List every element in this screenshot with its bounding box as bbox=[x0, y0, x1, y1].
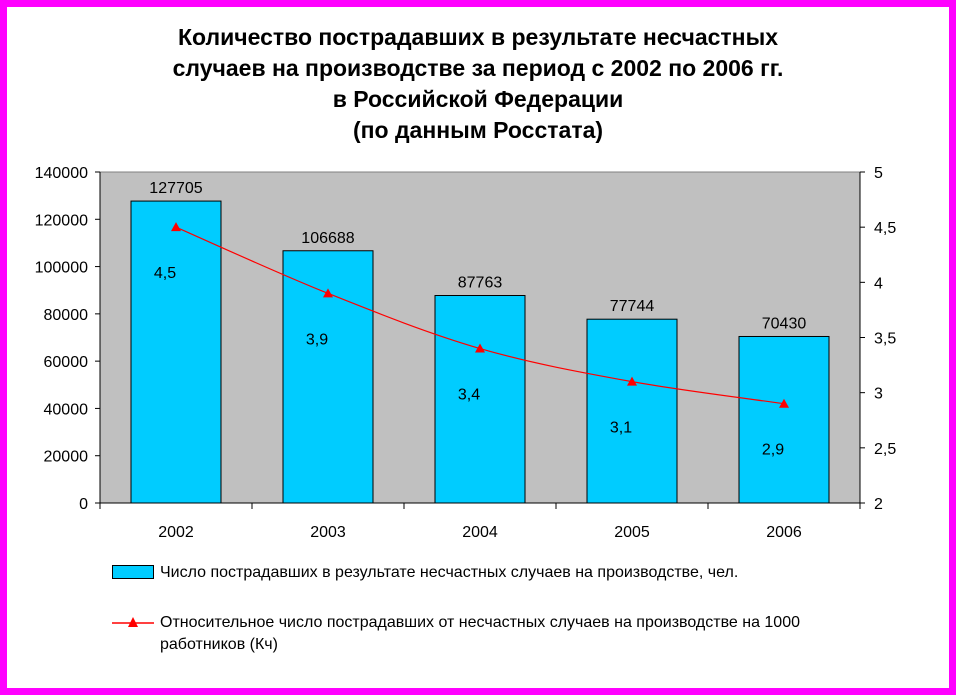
x-axis-tick-label: 2004 bbox=[462, 524, 498, 541]
x-axis-tick-label: 2006 bbox=[766, 524, 802, 541]
right-axis-tick-label: 2,5 bbox=[874, 441, 896, 458]
bar bbox=[434, 295, 526, 504]
bar bbox=[130, 200, 222, 504]
line-data-label: 3,1 bbox=[610, 420, 632, 437]
bar-data-label: 70430 bbox=[762, 315, 807, 332]
chart-title: Количество пострадавших в результате нес… bbox=[0, 22, 956, 146]
x-axis-tick-label: 2002 bbox=[158, 524, 194, 541]
line-point bbox=[323, 288, 333, 298]
left-axis-tick-label: 20000 bbox=[44, 449, 89, 466]
title-line-2: случаев на производстве за период с 2002… bbox=[172, 55, 784, 81]
bar-data-label: 77744 bbox=[610, 298, 655, 315]
bar bbox=[738, 335, 830, 504]
line-point bbox=[627, 376, 637, 386]
legend-label-bars: Число пострадавших в результате несчастн… bbox=[160, 564, 739, 581]
line-data-label: 3,9 bbox=[306, 331, 328, 348]
line-data-label: 4,5 bbox=[154, 265, 176, 282]
legend-bar-swatch bbox=[112, 565, 154, 579]
right-axis-tick-label: 2 bbox=[874, 496, 883, 513]
bar bbox=[586, 318, 678, 504]
right-axis-tick-label: 5 bbox=[874, 165, 883, 182]
bar-data-label: 127705 bbox=[149, 180, 202, 197]
x-axis-tick-label: 2003 bbox=[310, 524, 346, 541]
left-axis-tick-label: 40000 bbox=[44, 401, 89, 418]
legend: Число пострадавших в результате несчастн… bbox=[112, 562, 872, 653]
bar-data-label: 106688 bbox=[301, 230, 354, 247]
title-line-1: Количество пострадавших в результате нес… bbox=[177, 24, 779, 50]
line-data-label: 3,4 bbox=[458, 387, 480, 404]
bar-data-label: 87763 bbox=[458, 275, 503, 292]
left-axis-tick-label: 100000 bbox=[35, 260, 88, 277]
left-axis-tick-label: 0 bbox=[79, 496, 88, 513]
right-axis-tick-label: 3 bbox=[874, 386, 883, 403]
left-axis-tick-label: 140000 bbox=[35, 165, 88, 182]
line-point bbox=[171, 222, 181, 232]
title-line-4: (по данным Росстата) bbox=[352, 117, 604, 143]
left-axis-tick-label: 120000 bbox=[35, 212, 88, 229]
left-axis-tick-label: 80000 bbox=[44, 307, 89, 324]
right-axis-tick-label: 4,5 bbox=[874, 220, 896, 237]
legend-label-line: Относительное число пострадавших от несч… bbox=[160, 614, 800, 653]
right-axis-tick-label: 3,5 bbox=[874, 331, 896, 348]
legend-item-line: Относительное число пострадавших от несч… bbox=[112, 612, 872, 653]
legend-item-bars: Число пострадавших в результате несчастн… bbox=[112, 562, 872, 588]
line-point bbox=[779, 398, 789, 408]
x-axis-tick-label: 2005 bbox=[614, 524, 650, 541]
legend-line-swatch bbox=[112, 617, 154, 627]
line-data-label: 2,9 bbox=[762, 442, 784, 459]
line-point bbox=[475, 343, 485, 353]
right-axis-tick-label: 4 bbox=[874, 275, 883, 292]
title-line-3: в Российской Федерации bbox=[332, 86, 624, 112]
left-axis-tick-label: 60000 bbox=[44, 354, 89, 371]
